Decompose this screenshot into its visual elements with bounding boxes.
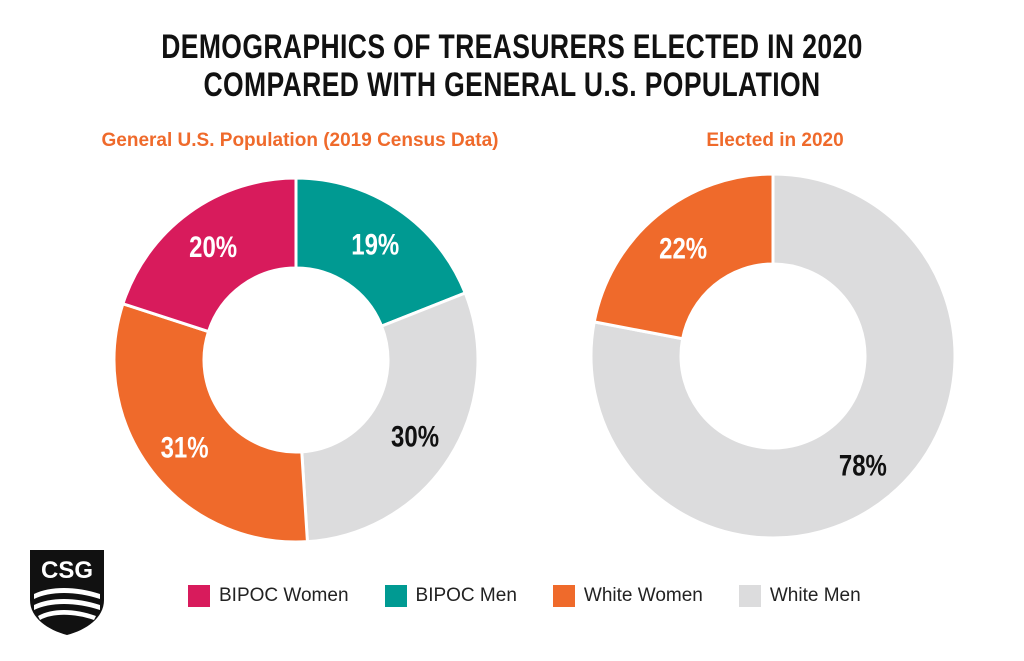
legend-swatch-bipoc-women (188, 585, 210, 607)
legend-label-bipoc-women: BIPOC Women (219, 585, 349, 606)
population-chart-title: General U.S. Population (2019 Census Dat… (101, 130, 499, 151)
csg-logo: CSG (30, 550, 104, 635)
slice-label-white-women-chart-2: 22% (659, 231, 707, 265)
legend-swatch-white-men (738, 585, 761, 607)
legend-item-white-women: White Women (552, 585, 703, 607)
legend: BIPOC Women BIPOC Men White Women White … (188, 583, 897, 609)
slice-label-white-men-chart-1: 30% (391, 419, 439, 453)
legend-swatch-white-women (552, 585, 575, 607)
slice-white-men-chart-1 (300, 291, 480, 544)
csg-logo-text: CSG (41, 557, 93, 584)
elected-chart-title: Elected in 2020 (706, 130, 844, 151)
legend-label-bipoc-men: BIPOC Men (415, 585, 517, 606)
slice-label-bipoc-men-chart-1: 19% (351, 227, 399, 261)
slice-bipoc-men-chart-1 (294, 176, 468, 329)
chart-title-line-2: COMPARED WITH GENERAL U.S. POPULATION (203, 66, 821, 104)
elected-donut-chart: 78% 22% (589, 172, 957, 540)
slice-white-women-chart-1 (112, 301, 310, 544)
slice-white-women-chart-2 (592, 172, 775, 341)
legend-label-white-men: White Men (769, 585, 861, 606)
chart-title-line-1: DEMOGRAPHICS OF TREASURERS ELECTED IN 20… (161, 28, 863, 66)
slice-bipoc-women-chart-1 (121, 176, 298, 334)
slice-label-white-women-chart-1: 31% (161, 430, 209, 464)
legend-label-white-women: White Women (583, 585, 703, 606)
legend-swatch-bipoc-men (384, 585, 407, 607)
legend-item-white-men: White Men (738, 585, 861, 607)
slice-white-men-chart-2 (589, 172, 957, 540)
legend-item-bipoc-women: BIPOC Women (188, 585, 349, 607)
slice-label-white-men-chart-2: 78% (839, 448, 887, 482)
legend-item-bipoc-men: BIPOC Men (384, 585, 517, 607)
slice-label-bipoc-women-chart-1: 20% (189, 229, 237, 263)
population-donut-chart: 19% 30% 31% 20% (112, 176, 480, 544)
